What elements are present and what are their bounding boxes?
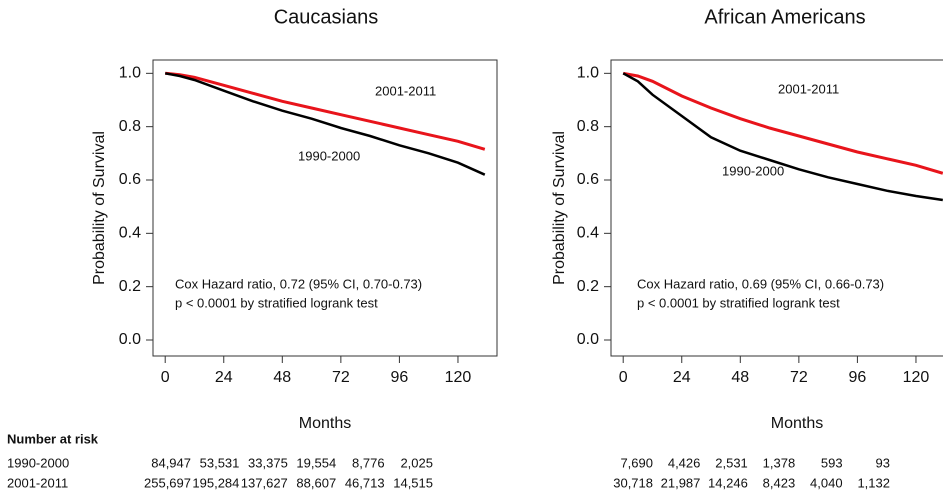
survival-curve	[164, 72, 486, 176]
risk-count: 14,246	[708, 475, 748, 490]
risk-count: 14,515	[393, 475, 433, 490]
risk-count: 1,378	[763, 455, 796, 470]
y-tick-label: 0.2	[577, 278, 599, 295]
risk-count: 93	[876, 455, 890, 470]
risk-count: 4,040	[810, 475, 843, 490]
series-label: 1990-2000	[298, 148, 360, 163]
x-tick-label: 120	[903, 369, 930, 386]
risk-count: 2,025	[400, 455, 433, 470]
annotation: p < 0.0001 by stratified logrank test	[175, 295, 378, 310]
chart-title: Caucasians	[274, 6, 379, 28]
x-tick-label: 24	[215, 369, 233, 386]
plot-frame	[610, 59, 943, 357]
series-label: 2001-2011	[375, 83, 436, 98]
risk-count: 2,531	[715, 455, 748, 470]
x-tick-label: 0	[161, 369, 170, 386]
risk-count: 33,375	[248, 455, 288, 470]
risk-count: 21,987	[661, 475, 701, 490]
plot-frame	[152, 59, 498, 357]
chart-title: African Americans	[704, 6, 865, 28]
annotation: p < 0.0001 by stratified logrank test	[637, 295, 840, 310]
series-label: 2001-2011	[778, 81, 839, 96]
risk-count: 88,607	[296, 475, 336, 490]
risk-row-label: 1990-2000	[7, 455, 69, 470]
risk-count: 7,690	[620, 455, 653, 470]
risk-count: 137,627	[241, 475, 288, 490]
y-tick-label: 0.2	[119, 278, 141, 295]
x-tick-label: 96	[391, 369, 409, 386]
risk-count: 8,776	[352, 455, 385, 470]
x-tick-label: 48	[273, 369, 291, 386]
y-tick-label: 0.4	[119, 225, 141, 242]
y-tick-label: 0.4	[577, 225, 599, 242]
risk-count: 30,718	[613, 475, 653, 490]
y-tick-label: 1.0	[119, 65, 141, 82]
x-tick-label: 48	[731, 369, 749, 386]
survival-curve	[622, 72, 943, 202]
x-tick-label: 72	[332, 369, 350, 386]
risk-count: 8,423	[763, 475, 796, 490]
y-tick-label: 0.6	[577, 171, 599, 188]
y-axis-label: Probability of Survival	[551, 131, 568, 285]
y-tick-label: 0.8	[577, 118, 599, 135]
x-tick-label: 0	[619, 369, 628, 386]
x-tick-label: 72	[790, 369, 808, 386]
y-tick-label: 0.6	[119, 171, 141, 188]
risk-count: 4,426	[668, 455, 701, 470]
risk-count: 593	[821, 455, 843, 470]
x-axis-label: Months	[299, 415, 351, 432]
y-tick-label: 1.0	[577, 65, 599, 82]
risk-count: 84,947	[151, 455, 191, 470]
risk-count: 195,284	[192, 475, 239, 490]
x-tick-label: 24	[673, 369, 691, 386]
y-tick-label: 0.0	[577, 331, 599, 348]
y-tick-label: 0.0	[119, 331, 141, 348]
risk-count: 255,697	[144, 475, 191, 490]
x-tick-label: 96	[849, 369, 867, 386]
survival-curve	[165, 71, 486, 151]
x-tick-label: 120	[445, 369, 472, 386]
y-tick-label: 0.8	[119, 118, 141, 135]
risk-row-label: 2001-2011	[7, 475, 68, 490]
series-label: 1990-2000	[722, 163, 784, 178]
y-axis-label: Probability of Survival	[91, 131, 108, 285]
risk-count: 19,554	[296, 455, 336, 470]
risk-count: 1,132	[857, 475, 890, 490]
risk-count: 46,713	[345, 475, 385, 490]
annotation: Cox Hazard ratio, 0.72 (95% CI, 0.70-0.7…	[175, 276, 422, 291]
x-axis-label: Months	[771, 415, 823, 432]
survival-curve	[622, 71, 943, 175]
risk-table-title: Number at risk	[7, 431, 99, 446]
annotation: Cox Hazard ratio, 0.69 (95% CI, 0.66-0.7…	[637, 276, 884, 291]
risk-count: 53,531	[200, 455, 240, 470]
